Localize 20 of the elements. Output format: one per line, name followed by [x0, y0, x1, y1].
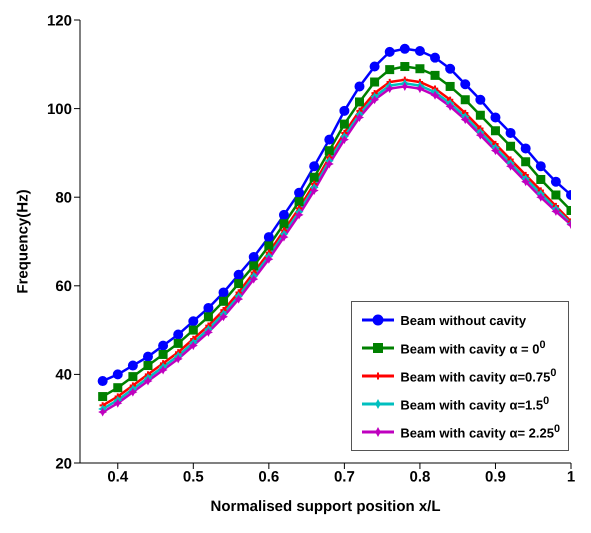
y-tick-label: 100 — [46, 100, 72, 118]
x-tick-label: 0.6 — [258, 468, 280, 486]
x-tick-label: 1 — [566, 468, 576, 486]
x-tick-label: 0.7 — [334, 468, 355, 486]
x-tick-label: 0.5 — [182, 468, 204, 486]
y-tick-label: 80 — [55, 190, 72, 207]
x-tick-label: 0.8 — [409, 468, 430, 486]
y-tick-label: 20 — [55, 455, 72, 472]
legend-label: Beam with cavity α = 0$^{0}$ — [400, 339, 546, 357]
legend-label: Beam with cavity α= 2.25$^{0}$ — [400, 423, 560, 441]
y-tick-label: 120 — [46, 12, 72, 30]
x-tick-label: 0.9 — [485, 468, 506, 486]
legend-label: Beam with cavity α=1.5$^{0}$ — [400, 395, 550, 413]
x-tick-label: 0.4 — [107, 468, 129, 486]
legend-label: Beam with cavity α=0.75$^{0}$ — [400, 367, 556, 385]
x-axis-title: Normalised support position x/L — [210, 498, 441, 515]
legend-label: Beam without cavity — [400, 312, 526, 328]
y-tick-label: 60 — [55, 278, 72, 296]
y-axis-title: Frequency(Hz) — [14, 189, 32, 294]
y-tick-label: 40 — [55, 366, 72, 384]
